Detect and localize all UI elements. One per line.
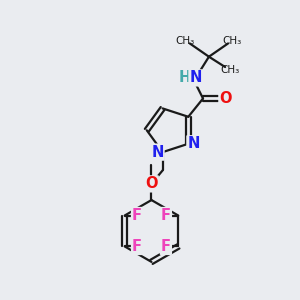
Text: F: F (161, 208, 171, 223)
Text: CH₃: CH₃ (176, 35, 195, 46)
Text: N: N (188, 136, 200, 151)
Text: O: O (145, 176, 158, 191)
Text: F: F (161, 239, 171, 254)
Text: N: N (190, 70, 202, 86)
Text: CH₃: CH₃ (223, 35, 242, 46)
Text: H: H (178, 70, 190, 86)
Text: F: F (132, 239, 142, 254)
Text: CH₃: CH₃ (220, 65, 240, 75)
Text: F: F (132, 208, 142, 223)
Text: N: N (151, 145, 164, 160)
Text: O: O (220, 91, 232, 106)
